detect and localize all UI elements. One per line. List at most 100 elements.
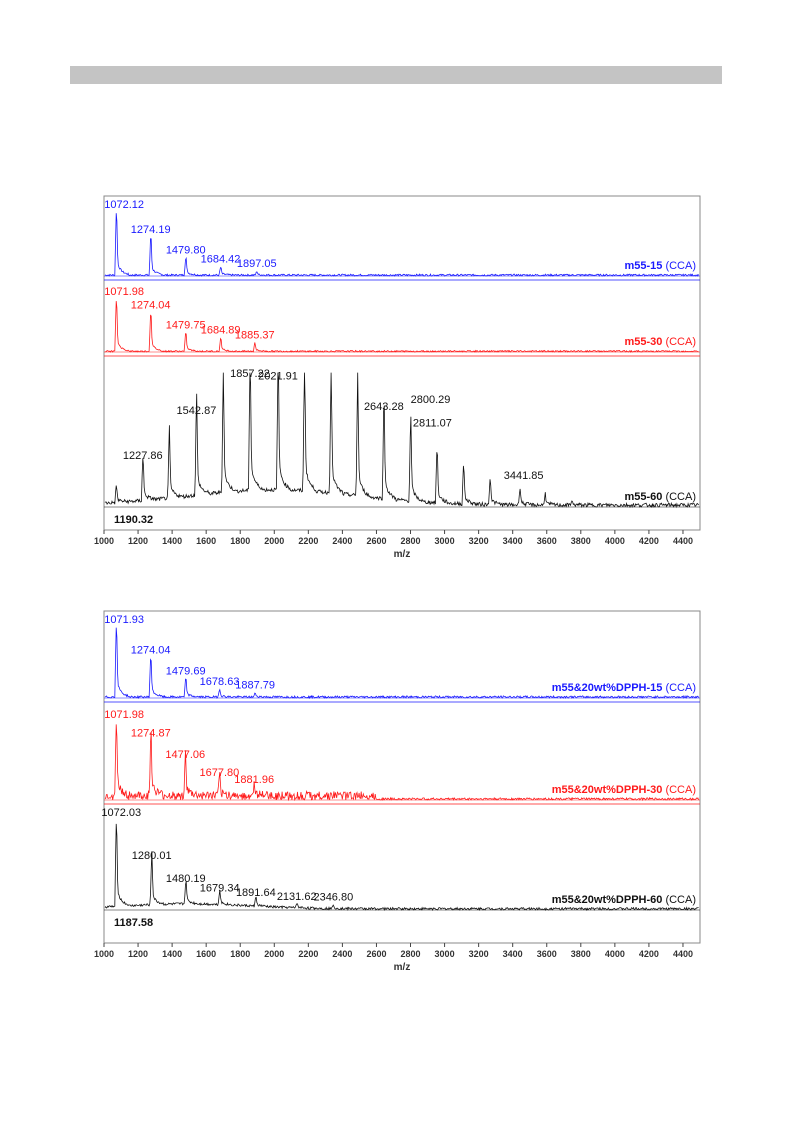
- x-tick-label: 1600: [196, 949, 216, 959]
- peak-label: 1479.69: [166, 666, 206, 678]
- x-tick-label: 1000: [94, 949, 114, 959]
- x-axis-label: m/z: [394, 549, 411, 560]
- spectrum-trace-blue: [104, 213, 699, 277]
- peak-label: 1881.96: [234, 774, 274, 786]
- series-name: m55-30: [624, 336, 665, 348]
- peak-label: 1072.12: [104, 199, 144, 211]
- peak-label: 1071.93: [104, 614, 144, 626]
- peak-label: 1679.34: [200, 883, 240, 895]
- peak-label: 2800.29: [411, 394, 451, 406]
- peak-label: 3441.85: [504, 470, 544, 482]
- plot-frame: [103, 195, 701, 531]
- baseline-mass-label: 1190.32: [114, 514, 153, 526]
- x-tick-label: 2200: [298, 536, 318, 546]
- peak-label: 2811.07: [413, 417, 452, 429]
- x-tick-label: 2600: [366, 949, 386, 959]
- x-tick-label: 1000: [94, 536, 114, 546]
- x-tick-label: 3600: [537, 536, 557, 546]
- x-tick-label: 3000: [435, 536, 455, 546]
- x-tick-label: 2000: [264, 949, 284, 959]
- spectrum-trace-black: [104, 823, 699, 912]
- peak-label: 2643.28: [364, 401, 404, 413]
- x-tick-label: 2800: [400, 949, 420, 959]
- x-tick-label: 4400: [673, 536, 693, 546]
- matrix-label: (CCA): [665, 894, 696, 906]
- spectrum-trace-black: [104, 372, 699, 509]
- x-tick-label: 2200: [298, 949, 318, 959]
- peak-label: 1480.19: [166, 873, 206, 885]
- peak-label: 1684.89: [201, 325, 241, 337]
- x-tick-label: 1600: [196, 536, 216, 546]
- x-axis-label: m/z: [394, 962, 411, 973]
- peak-label: 1071.98: [104, 286, 144, 298]
- series-name: m55&20wt%DPPH-60: [552, 894, 666, 906]
- series-name: m55&20wt%DPPH-30: [552, 784, 666, 796]
- x-tick-label: 4000: [605, 536, 625, 546]
- x-tick-label: 3200: [469, 949, 489, 959]
- peak-label: 1274.04: [131, 300, 171, 312]
- plot-frame: [103, 610, 701, 944]
- x-tick-label: 1200: [128, 949, 148, 959]
- series-name: m55-60: [624, 491, 665, 503]
- series-name: m55&20wt%DPPH-15: [552, 682, 666, 694]
- x-tick-label: 4200: [639, 949, 659, 959]
- x-tick-label: 1800: [230, 536, 250, 546]
- matrix-label: (CCA): [665, 784, 696, 796]
- x-tick-label: 2800: [400, 536, 420, 546]
- x-tick-label: 3000: [435, 949, 455, 959]
- x-tick-label: 2400: [332, 949, 352, 959]
- peak-label: 1891.64: [236, 887, 276, 899]
- x-tick-label: 3800: [571, 949, 591, 959]
- x-tick-label: 1400: [162, 949, 182, 959]
- peak-label: 1274.19: [131, 224, 171, 236]
- peak-label: 1885.37: [235, 330, 275, 342]
- peak-label: 1897.05: [237, 258, 277, 270]
- x-tick-label: 3800: [571, 536, 591, 546]
- x-tick-label: 1200: [128, 536, 148, 546]
- spectrum-trace-blue: [104, 627, 699, 700]
- peak-label: 1274.04: [131, 645, 171, 657]
- x-tick-label: 4400: [673, 949, 693, 959]
- spectrum-trace-red: [104, 301, 699, 353]
- header-bar: [70, 66, 722, 84]
- peak-label: 1479.80: [166, 244, 206, 256]
- series-name: m55-15: [624, 260, 665, 272]
- peak-label: 1542.87: [177, 405, 217, 417]
- x-tick-label: 3400: [503, 536, 523, 546]
- x-tick-label: 1400: [162, 536, 182, 546]
- x-tick-label: 2000: [264, 536, 284, 546]
- series-label: m55&20wt%DPPH-15 (CCA): [552, 682, 696, 694]
- x-tick-label: 4000: [605, 949, 625, 959]
- matrix-label: (CCA): [665, 682, 696, 694]
- baseline-mass-label: 1187.58: [114, 917, 153, 929]
- peak-label: 1677.80: [200, 767, 240, 779]
- peak-label: 1274.87: [131, 727, 171, 739]
- x-tick-label: 4200: [639, 536, 659, 546]
- matrix-label: (CCA): [665, 260, 696, 272]
- spectrum-trace-red: [104, 724, 699, 802]
- x-tick-label: 3400: [503, 949, 523, 959]
- series-label: m55-60 (CCA): [624, 491, 696, 503]
- peak-label: 2021.91: [258, 370, 298, 382]
- series-label: m55&20wt%DPPH-60 (CCA): [552, 894, 696, 906]
- peak-label: 1684.42: [201, 254, 241, 266]
- peak-label: 2131.62: [277, 891, 317, 903]
- x-tick-label: 2400: [332, 536, 352, 546]
- peak-label: 1857.22: [230, 368, 270, 380]
- peak-label: 1071.98: [104, 709, 144, 721]
- x-tick-label: 1800: [230, 949, 250, 959]
- x-tick-label: 3200: [469, 536, 489, 546]
- series-label: m55-15 (CCA): [624, 260, 696, 272]
- peak-label: 1072.03: [101, 807, 141, 819]
- peak-label: 1477.06: [165, 749, 205, 761]
- matrix-label: (CCA): [665, 491, 696, 503]
- peak-label: 1678.63: [200, 676, 240, 688]
- peak-label: 1280.01: [132, 850, 172, 862]
- peak-label: 1479.75: [166, 320, 206, 332]
- x-tick-label: 2600: [366, 536, 386, 546]
- peak-label: 1887.79: [235, 680, 275, 692]
- peak-label: 1227.86: [123, 450, 163, 462]
- peak-label: 2346.80: [313, 892, 353, 904]
- x-tick-label: 3600: [537, 949, 557, 959]
